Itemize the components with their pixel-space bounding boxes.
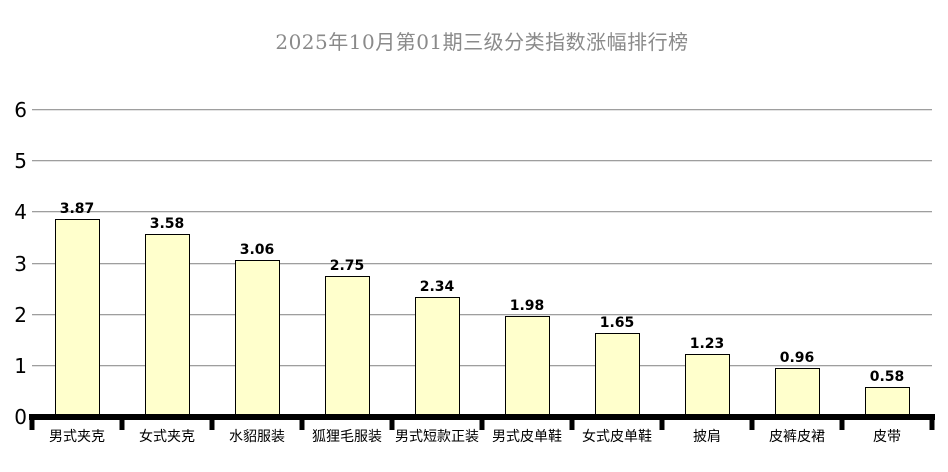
x-axis-category-label: 水貂服装 bbox=[229, 429, 285, 445]
gridline bbox=[32, 313, 932, 316]
bar-value-label: 3.06 bbox=[239, 242, 275, 259]
bar bbox=[684, 354, 730, 417]
x-axis-tick bbox=[569, 417, 575, 430]
bar bbox=[54, 219, 100, 417]
bar-value-label: 1.23 bbox=[689, 336, 725, 353]
x-axis-tick bbox=[659, 417, 665, 430]
bar bbox=[414, 297, 460, 417]
chart-title: 2025年10月第01期三级分类指数涨幅排行榜 bbox=[275, 30, 689, 54]
x-axis-category-label: 男式皮单鞋 bbox=[492, 429, 562, 445]
bar-value-label: 1.65 bbox=[599, 314, 635, 331]
bar-value-label: 3.58 bbox=[149, 215, 185, 232]
x-axis-tick bbox=[479, 417, 485, 430]
x-axis-category-label: 皮裤皮裙 bbox=[769, 429, 825, 445]
bar-value-label: 0.58 bbox=[869, 369, 905, 386]
bar-value-label: 2.34 bbox=[419, 279, 455, 296]
x-axis-line bbox=[29, 414, 935, 420]
x-axis-tick bbox=[119, 417, 125, 430]
y-axis-tick-label: 0 bbox=[14, 405, 27, 429]
x-axis-tick bbox=[749, 417, 755, 430]
gridline bbox=[32, 211, 932, 214]
y-axis-tick-label: 1 bbox=[14, 353, 27, 378]
bar bbox=[774, 367, 820, 417]
x-axis-category-label: 女式夹克 bbox=[139, 429, 195, 445]
bar-value-label: 0.96 bbox=[779, 349, 815, 366]
x-axis-tick bbox=[929, 417, 935, 430]
bar bbox=[144, 233, 190, 417]
gridline bbox=[32, 160, 932, 163]
bar bbox=[594, 332, 640, 417]
x-axis-tick bbox=[389, 417, 395, 430]
x-axis-category-label: 狐狸毛服装 bbox=[312, 429, 382, 445]
x-axis-tick bbox=[839, 417, 845, 430]
gridline bbox=[32, 262, 932, 265]
bar-value-label: 1.98 bbox=[509, 297, 545, 314]
x-axis-category-label: 男式短款正装 bbox=[395, 429, 479, 445]
bar-value-label: 2.75 bbox=[329, 258, 365, 275]
bar bbox=[864, 387, 910, 417]
gridline bbox=[32, 364, 932, 367]
gridline bbox=[32, 109, 932, 111]
x-axis-category-label: 男式夹克 bbox=[49, 429, 105, 445]
x-axis-category-label: 皮带 bbox=[873, 429, 901, 445]
plot-area: 3.87 3.58 3.06 2.75 2.34 1.98 1.65 1.23 0.96 0.58 bbox=[29, 109, 935, 430]
x-axis-tick bbox=[209, 417, 215, 430]
x-axis-category-label: 女式皮单鞋 bbox=[582, 429, 652, 445]
y-axis-tick-label: 2 bbox=[14, 302, 27, 327]
bar bbox=[234, 260, 280, 417]
x-axis-tick bbox=[29, 417, 35, 430]
bar bbox=[324, 276, 370, 417]
y-axis-tick-label: 6 bbox=[14, 98, 27, 122]
y-axis-tick-label: 4 bbox=[14, 200, 27, 225]
y-axis-tick-label: 5 bbox=[14, 149, 27, 174]
y-axis-tick-label: 3 bbox=[14, 251, 27, 276]
bar-value-label: 3.87 bbox=[59, 201, 95, 217]
x-axis-tick bbox=[299, 417, 305, 430]
x-axis-category-label: 披肩 bbox=[693, 429, 721, 445]
bar bbox=[504, 315, 550, 417]
